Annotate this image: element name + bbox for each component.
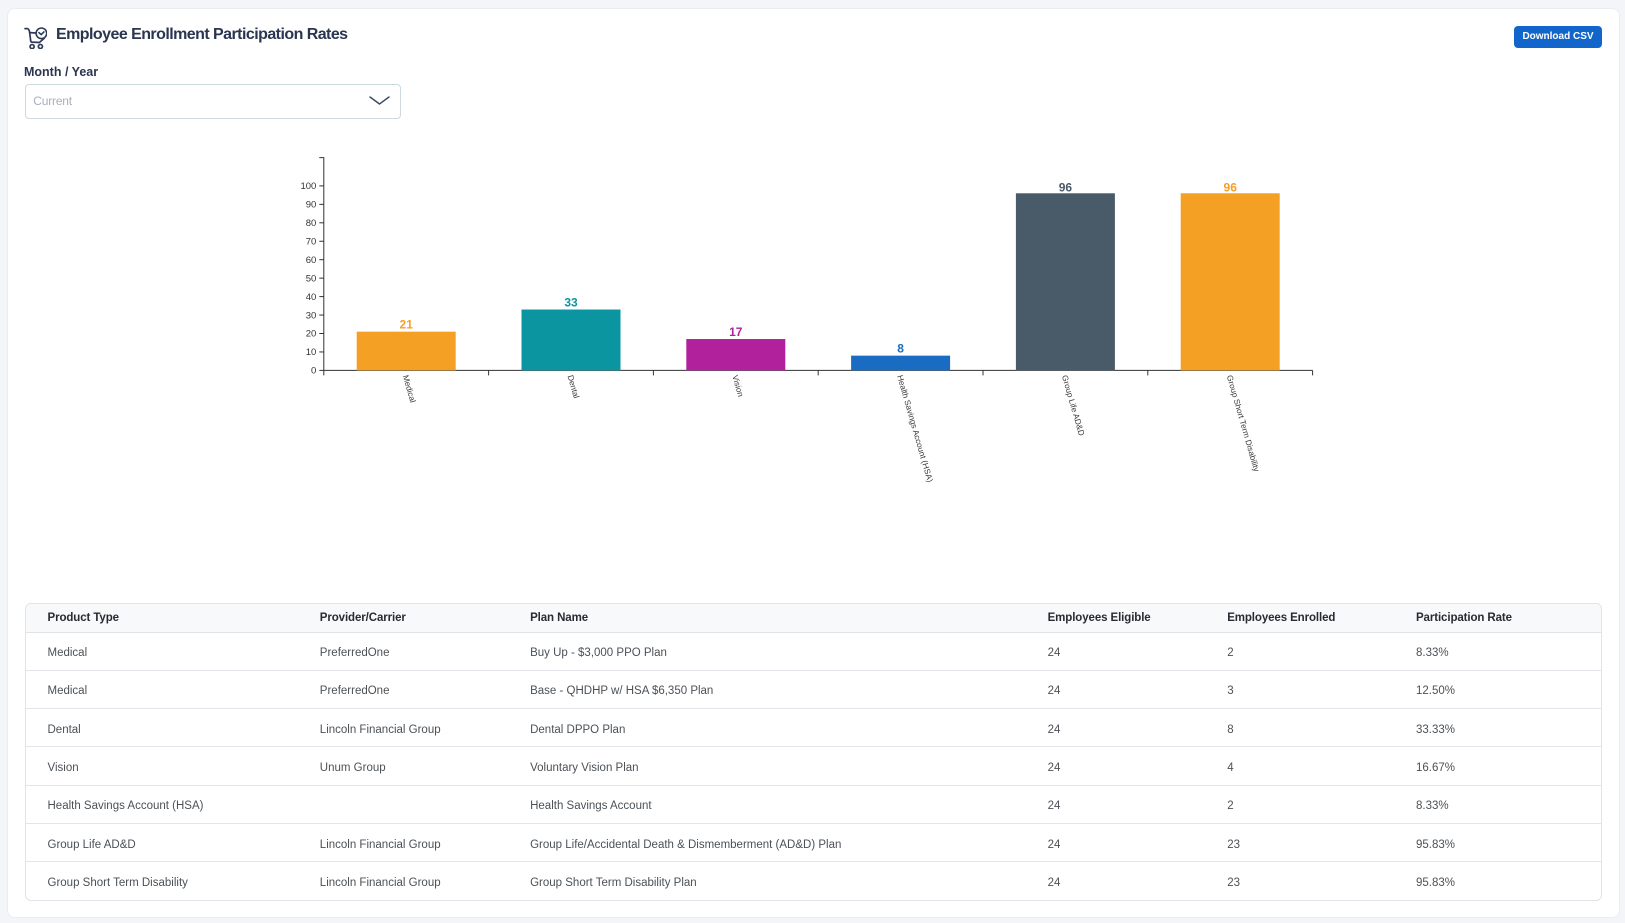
svg-text:21: 21 (400, 318, 414, 332)
svg-text:Medical: Medical (401, 374, 417, 404)
svg-text:80: 80 (306, 218, 317, 229)
svg-text:70: 70 (306, 236, 317, 247)
svg-text:Group Life AD&D: Group Life AD&D (1060, 374, 1086, 437)
svg-text:96: 96 (1059, 181, 1073, 195)
svg-text:0: 0 (311, 366, 316, 377)
svg-text:Vision: Vision (730, 374, 745, 398)
svg-text:8: 8 (897, 342, 904, 356)
svg-text:10: 10 (306, 347, 317, 358)
svg-text:30: 30 (306, 310, 317, 321)
svg-text:60: 60 (306, 255, 317, 266)
svg-text:17: 17 (729, 325, 743, 339)
svg-text:50: 50 (306, 273, 317, 284)
svg-text:96: 96 (1224, 181, 1238, 195)
svg-text:Health Savings Account (HSA): Health Savings Account (HSA) (895, 374, 934, 483)
svg-text:100: 100 (300, 181, 316, 192)
svg-text:90: 90 (306, 200, 317, 211)
svg-text:40: 40 (306, 292, 317, 303)
svg-text:Group Short Term Disability: Group Short Term Disability (1225, 374, 1261, 473)
svg-text:20: 20 (306, 329, 317, 340)
svg-text:33: 33 (564, 296, 578, 310)
svg-text:Dental: Dental (566, 374, 581, 399)
